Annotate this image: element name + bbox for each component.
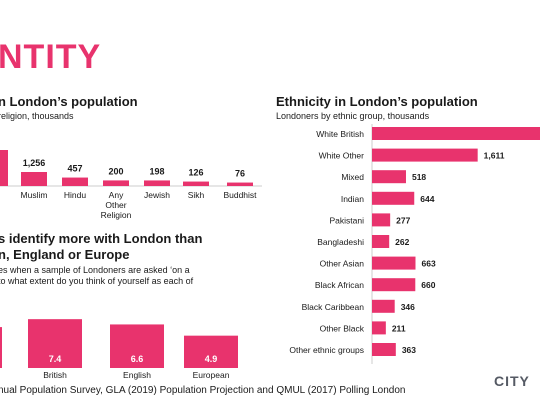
ethnicity-bar: [372, 256, 416, 270]
religion-category-label: Other: [105, 200, 126, 210]
identity-title-line-1: s identify more with London than: [0, 231, 203, 246]
ethnicity-value-label: 346: [401, 302, 415, 312]
religion-category-label: Buddhist: [223, 190, 257, 200]
ethnicity-category-label: Other Black: [320, 323, 365, 333]
religion-category-label: Religion: [101, 210, 132, 220]
identity-chart: 7.4 British 6.6 English 4.9 European: [0, 319, 238, 380]
identity-category-label: European: [193, 370, 230, 380]
religion-bar: [0, 150, 8, 186]
religion-bar: [103, 180, 129, 186]
ethnicity-value-label: 518: [412, 172, 426, 182]
identity-chart-note: es when a sample of Londoners are asked …: [0, 265, 193, 287]
slide-title: NTITY: [0, 38, 102, 76]
religion-chart: 5on1,256Muslim457Hindu200AnyOtherReligio…: [0, 150, 262, 220]
ethnicity-category-label: Black Caribbean: [302, 302, 365, 312]
religion-value-label: 126: [188, 168, 203, 178]
identity-bar: [110, 324, 164, 368]
religion-chart-subtitle: religion, thousands: [0, 111, 74, 121]
identity-category-label: English: [123, 370, 151, 380]
ethnicity-category-label: Other Asian: [320, 259, 365, 269]
ethnicity-category-label: Other ethnic groups: [289, 345, 364, 355]
ethnicity-category-label: Black African: [315, 280, 364, 290]
ethnicity-bar: [372, 343, 396, 356]
identity-note-line-1: es when a sample of Londoners are asked …: [0, 265, 190, 275]
ethnicity-chart-title: Ethnicity in London’s population: [276, 94, 478, 109]
ethnicity-value-label: 363: [402, 345, 416, 355]
ethnicity-value-label: 211: [392, 323, 406, 333]
ethnicity-value-label: 644: [420, 194, 434, 204]
ethnicity-category-label: Mixed: [341, 172, 364, 182]
city-logo: CITY: [494, 373, 530, 389]
identity-category-label: British: [43, 370, 67, 380]
religion-bar: [183, 181, 209, 186]
identity-value-label: 4.9: [205, 354, 218, 364]
identity-value-label: 6.6: [131, 354, 144, 364]
ethnicity-category-label: Bangladeshi: [317, 237, 364, 247]
ethnicity-bar: [372, 321, 386, 335]
identity-title-line-2: n, England or Europe: [0, 247, 130, 262]
ethnicity-value-label: 660: [421, 280, 435, 290]
religion-category-label: Muslim: [21, 190, 48, 200]
ethnicity-category-label: Indian: [341, 194, 364, 204]
religion-category-label: Sikh: [188, 190, 205, 200]
religion-value-label: 200: [108, 166, 123, 176]
ethnicity-category-label: White British: [316, 129, 364, 139]
religion-value-label: 198: [149, 166, 164, 176]
religion-category-label: Hindu: [64, 190, 86, 200]
ethnicity-bar: [372, 235, 390, 248]
identity-note-line-2: to what extent do you think of yourself …: [0, 276, 194, 286]
ethnicity-value-label: 1,611: [484, 151, 505, 161]
ethnicity-value-label: 262: [395, 237, 409, 247]
religion-bar: [21, 172, 47, 186]
ethnicity-bar: [372, 191, 415, 205]
ethnicity-value-label: 277: [396, 215, 410, 225]
ethnicity-bar: [372, 148, 478, 162]
ethnicity-value-label: 663: [421, 259, 435, 269]
ethnicity-chart-subtitle: Londoners by ethnic group, thousands: [276, 111, 430, 121]
source-footnote: nual Population Survey, GLA (2019) Popul…: [0, 385, 406, 396]
identity-bar-partial: [0, 327, 2, 368]
ethnicity-bar: [372, 170, 406, 184]
religion-category-label: Jewish: [144, 190, 170, 200]
religion-value-label: 457: [67, 164, 82, 174]
identity-chart-title: s identify more with London than n, Engl…: [0, 231, 202, 263]
religion-chart-title: n London’s population: [0, 94, 138, 109]
religion-value-label: 76: [235, 169, 245, 179]
ethnicity-category-label: Pakistani: [330, 215, 365, 225]
religion-category-label: Any: [109, 190, 124, 200]
ethnicity-category-label: White Other: [319, 151, 365, 161]
religion-bar: [227, 182, 253, 186]
religion-bar: [144, 180, 170, 186]
ethnicity-bar: [372, 278, 416, 292]
religion-bar: [62, 177, 88, 186]
ethnicity-bar: [372, 127, 540, 140]
religion-value-label: 1,256: [23, 158, 46, 168]
identity-value-label: 7.4: [49, 354, 62, 364]
ethnicity-chart: White British White Other 1,611 Mixed 518 Ind…: [289, 124, 540, 364]
ethnicity-bar: [372, 213, 391, 227]
identity-bar: [28, 319, 82, 368]
ethnicity-bar: [372, 299, 395, 313]
identity-bar: [184, 335, 238, 368]
